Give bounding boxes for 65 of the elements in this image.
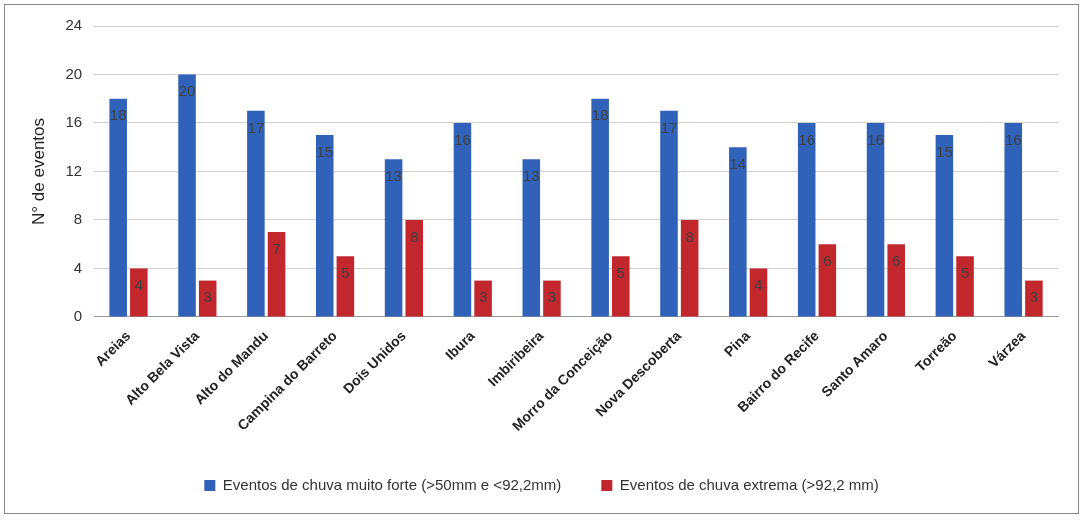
data-label: 5 xyxy=(341,263,350,281)
data-label: 13 xyxy=(385,167,402,184)
data-label: 16 xyxy=(798,130,816,148)
data-label: 4 xyxy=(754,276,763,294)
bar xyxy=(336,256,355,317)
bar xyxy=(267,232,286,317)
bar xyxy=(866,122,885,317)
bar xyxy=(474,280,492,317)
data-label: 18 xyxy=(109,106,127,124)
bar xyxy=(818,244,837,317)
data-label: 3 xyxy=(547,288,557,306)
bar xyxy=(935,135,954,317)
data-label: 8 xyxy=(410,227,419,245)
y-tick-label: 8 xyxy=(73,210,83,228)
bar xyxy=(660,110,678,317)
data-label: 3 xyxy=(203,288,212,306)
bar xyxy=(1025,280,1043,317)
data-label: 3 xyxy=(1029,288,1039,306)
bar xyxy=(522,159,541,317)
data-label: 20 xyxy=(178,82,196,100)
y-tick-label: 4 xyxy=(73,258,83,276)
data-label: 8 xyxy=(685,227,694,245)
bar xyxy=(887,244,905,317)
data-label: 7 xyxy=(272,239,281,257)
data-label: 6 xyxy=(823,251,832,269)
data-label: 17 xyxy=(247,118,265,136)
bar xyxy=(109,98,127,317)
data-label: 4 xyxy=(134,276,144,294)
bar xyxy=(1004,122,1023,317)
bar xyxy=(612,256,630,317)
bar xyxy=(453,122,472,317)
bar xyxy=(749,268,768,317)
bar xyxy=(130,268,148,317)
data-label: 16 xyxy=(1004,130,1022,148)
bar xyxy=(729,147,747,317)
data-label: 16 xyxy=(867,130,884,148)
bar xyxy=(178,74,196,317)
data-label: 15 xyxy=(316,142,334,160)
data-label: 5 xyxy=(960,263,970,281)
data-label: 6 xyxy=(892,251,901,269)
data-label: 5 xyxy=(616,263,625,281)
bar xyxy=(680,219,699,317)
data-label: 16 xyxy=(454,130,471,148)
data-label: 14 xyxy=(729,154,747,172)
data-label: 13 xyxy=(522,167,540,184)
legend-label: Eventos de chuva muito forte (>50mm e <92,2mm) xyxy=(222,475,562,493)
y-tick-label: 0 xyxy=(73,307,83,325)
y-tick-label: 16 xyxy=(65,113,83,131)
data-label: 18 xyxy=(591,106,609,124)
y-tick-label: 24 xyxy=(65,16,83,34)
y-tick-label: 20 xyxy=(65,64,83,82)
bar xyxy=(247,110,265,317)
bar xyxy=(956,256,974,317)
y-axis-title: N° de eventos xyxy=(28,117,48,225)
bar xyxy=(543,280,561,317)
data-label: 3 xyxy=(478,288,488,306)
y-tick-label: 12 xyxy=(65,161,83,179)
bar xyxy=(405,219,424,317)
data-label: 17 xyxy=(660,118,678,136)
bar xyxy=(797,122,816,317)
bar xyxy=(315,135,334,317)
data-label: 15 xyxy=(936,142,953,160)
bar xyxy=(384,159,403,317)
legend-label: Eventos de chuva extrema (>92,2 mm) xyxy=(619,475,879,493)
bar xyxy=(591,98,609,317)
